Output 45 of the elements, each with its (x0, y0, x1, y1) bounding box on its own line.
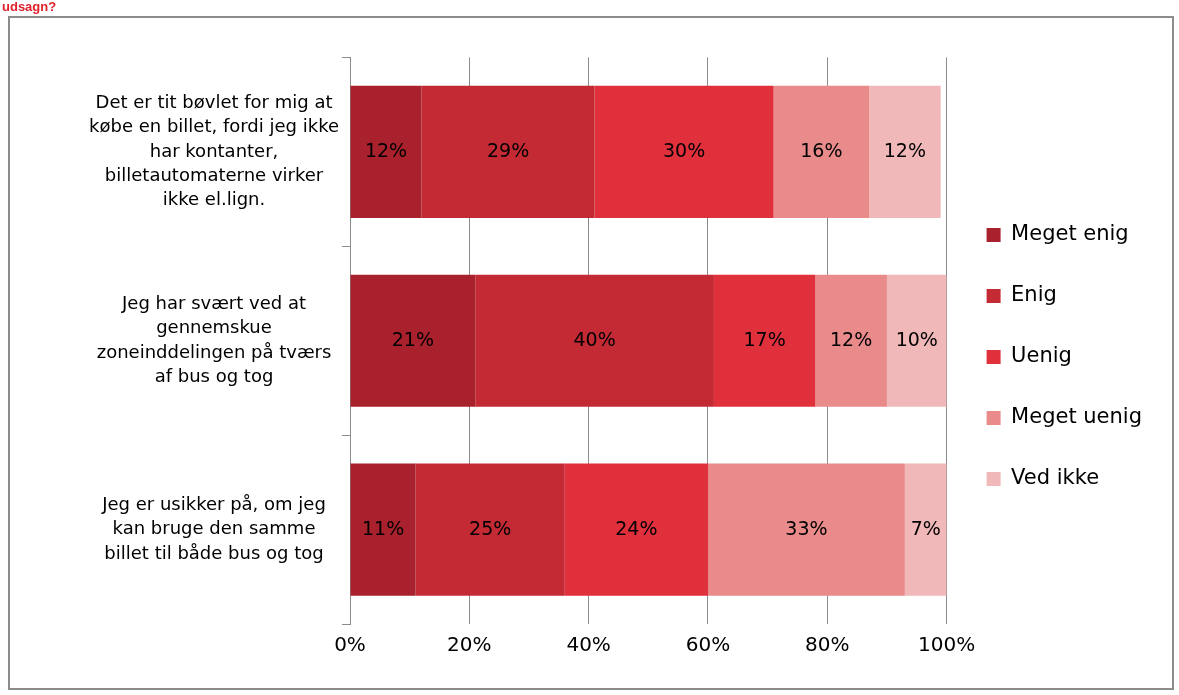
bar (564, 463, 708, 596)
data-label: 33% (785, 516, 828, 539)
data-label: 17% (743, 327, 786, 350)
data-label: 30% (662, 138, 706, 161)
bar (815, 274, 887, 407)
x-tick-label: 40% (566, 632, 611, 657)
legend-label: Uenig (1011, 343, 1072, 368)
x-tick-label: 60% (685, 632, 731, 657)
text: udsagn? (2, 0, 57, 14)
y-tick-label: Jeg er usikker på, om jeg kan bruge den samme billet til både bus og tog (101, 492, 326, 563)
bar (350, 274, 476, 407)
legend-label: Meget enig (1011, 221, 1129, 246)
x-tick-label: 20% (447, 632, 492, 657)
x-tick-label: 100% (918, 632, 976, 657)
bar (415, 463, 565, 596)
data-label: 25% (469, 516, 512, 539)
data-label: 16% (800, 138, 843, 161)
x-tick-label: 80% (805, 632, 850, 657)
data-label: 11% (361, 516, 405, 539)
bar (869, 85, 941, 218)
bar (886, 274, 947, 407)
bar (904, 463, 947, 596)
data-label: 24% (615, 516, 658, 539)
legend-label: Meget uenig (1011, 404, 1142, 429)
bar (707, 463, 905, 596)
y-tick-label: Jeg har svært ved at gennemskue zoneinddelingen på tværs af bus og tog (96, 291, 332, 386)
legend-label: Enig (1011, 282, 1057, 307)
bar (475, 274, 714, 407)
bar (773, 85, 870, 218)
x-tick-label: 0% (334, 632, 366, 657)
bar (350, 85, 422, 218)
bar (713, 274, 816, 407)
data-label: 10% (895, 327, 938, 350)
bar (350, 463, 416, 596)
data-label: 12% (830, 327, 873, 350)
data-label: 21% (391, 327, 435, 350)
y-tick-label: Det er tit bøvlet for mig at købe en billet, fordi jeg ikke har kontanter, billetautomaterne virker ikke el.lign. (89, 90, 339, 210)
data-label: 29% (486, 138, 530, 161)
bar (594, 85, 774, 218)
legend-label: Ved ikke (1011, 465, 1100, 490)
bar (421, 85, 595, 218)
data-label: 12% (364, 138, 408, 161)
data-label: 12% (883, 138, 926, 161)
data-label: 7% (910, 516, 941, 539)
data-label: 40% (573, 327, 616, 350)
